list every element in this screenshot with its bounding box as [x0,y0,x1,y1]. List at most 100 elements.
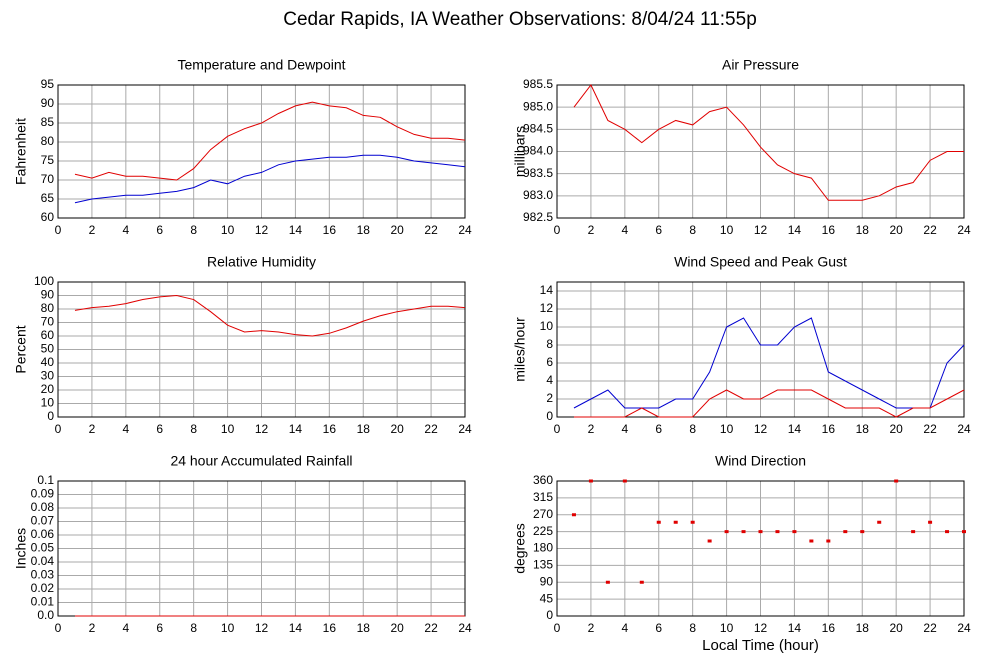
y-tick-label: 70 [41,315,55,329]
x-tick-label: 12 [255,223,269,237]
data-point [928,520,933,524]
data-line [74,294,466,337]
y-axis-label: Inches [13,528,29,569]
x-tick-label: 10 [221,621,235,635]
y-tick-label: 80 [41,301,55,315]
y-tick-label: 85 [41,115,55,129]
x-tick-label: 14 [788,621,802,635]
x-tick-label: 24 [458,621,472,635]
x-tick-label: 22 [424,422,438,436]
x-tick-label: 12 [255,621,269,635]
y-tick-label: 12 [540,301,554,315]
x-tick-label: 8 [190,422,197,436]
x-tick-label: 12 [255,422,269,436]
data-point [622,479,627,483]
data-point [945,530,950,534]
x-tick-label: 0 [554,223,561,237]
y-tick-label: 180 [533,541,553,555]
y-tick-label: 0.05 [31,541,55,555]
y-tick-label: 30 [41,369,55,383]
chart-title: Temperature and Dewpoint [177,57,345,73]
x-tick-label: 2 [89,223,96,237]
data-point [911,530,916,534]
y-tick-label: 8 [546,337,553,351]
data-line [573,84,964,201]
y-tick-label: 0.04 [31,554,55,568]
x-tick-label: 6 [655,422,662,436]
y-tick-label: 90 [540,574,554,588]
x-tick-label: 8 [689,621,696,635]
y-tick-label: 60 [41,210,55,224]
x-tick-label: 14 [289,223,303,237]
data-point [690,520,695,524]
x-tick-label: 6 [156,223,163,237]
x-tick-label: 8 [190,223,197,237]
plot-frame [556,480,965,617]
y-tick-label: 10 [540,319,554,333]
x-tick-label: 22 [424,621,438,635]
data-point [707,539,712,543]
data-point [877,520,882,524]
x-tick-label: 24 [458,223,472,237]
x-tick-label: 14 [788,223,802,237]
y-axis-label: millibars [512,126,528,177]
x-tick-label: 10 [720,621,734,635]
x-tick-label: 12 [754,223,768,237]
y-tick-label: 0 [47,409,54,423]
y-tick-label: 983.5 [523,166,553,180]
x-tick-label: 0 [55,422,62,436]
x-tick-label: 20 [390,422,404,436]
y-tick-label: 90 [41,288,55,302]
x-tick-label: 8 [689,223,696,237]
x-tick-label: 16 [822,422,836,436]
chart-title: Wind Direction [715,453,806,469]
x-tick-label: 0 [55,223,62,237]
data-point [860,530,865,534]
chart-title: Air Pressure [722,57,799,73]
x-tick-label: 0 [554,422,561,436]
data-point [894,479,899,483]
data-line [74,154,466,204]
y-tick-label: 984.0 [523,144,553,158]
y-tick-label: 45 [540,591,554,605]
y-tick-label: 4 [546,373,553,387]
x-tick-label: 14 [289,621,303,635]
data-point [639,580,644,584]
data-point [656,520,661,524]
y-tick-label: 360 [533,473,553,487]
x-tick-label: 14 [788,422,802,436]
x-tick-label: 20 [390,621,404,635]
y-tick-label: 0.09 [31,487,55,501]
x-tick-label: 10 [221,223,235,237]
y-tick-label: 2 [546,391,553,405]
y-tick-label: 0.1 [37,473,54,487]
x-tick-label: 4 [621,422,628,436]
y-tick-label: 135 [533,558,553,572]
y-tick-label: 50 [41,342,55,356]
x-tick-label: 20 [390,223,404,237]
y-tick-label: 0 [546,409,553,423]
x-tick-label: 10 [720,422,734,436]
plot-frame [57,281,466,418]
y-tick-label: 60 [41,328,55,342]
x-tick-label: 0 [554,621,561,635]
data-line [573,389,965,418]
x-tick-label: 22 [923,621,937,635]
x-tick-label: 2 [588,422,595,436]
data-point [571,513,576,517]
y-tick-label: 984.5 [523,122,553,136]
x-tick-label: 4 [122,422,129,436]
y-tick-label: 0.08 [31,500,55,514]
x-tick-label: 22 [424,223,438,237]
x-tick-label: 16 [323,621,337,635]
x-tick-label: 8 [190,621,197,635]
y-tick-label: 70 [41,172,55,186]
y-tick-label: 0.02 [31,581,55,595]
y-axis-label: Percent [13,325,29,373]
data-point [605,580,610,584]
y-tick-label: 75 [41,153,55,167]
plot-frame [556,281,965,418]
y-tick-label: 225 [533,524,553,538]
x-tick-label: 2 [588,223,595,237]
y-tick-label: 80 [41,134,55,148]
